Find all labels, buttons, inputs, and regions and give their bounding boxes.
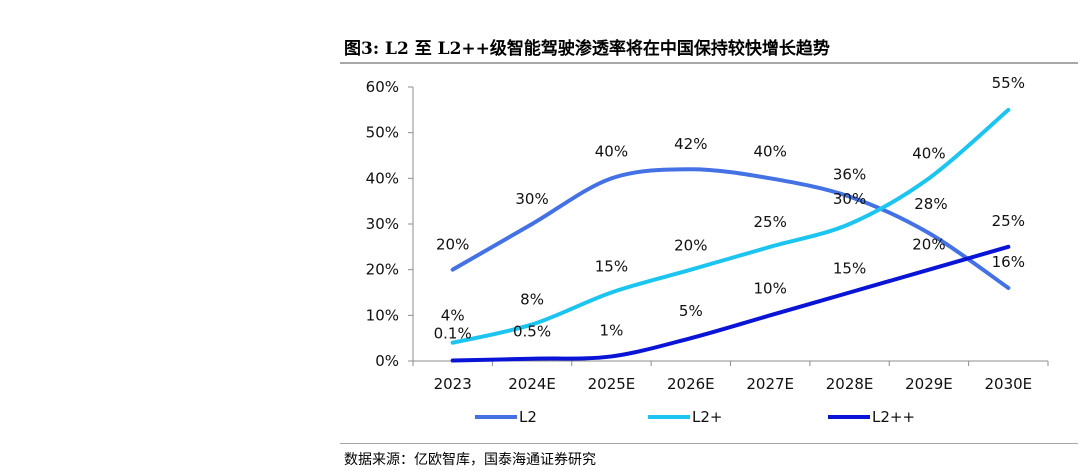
data-label-l2: 42% [674,135,707,153]
x-tick-label: 2028E [826,375,874,393]
y-tick-label: 20% [366,261,399,279]
y-tick-label: 40% [366,169,399,187]
data-label-l2: 40% [754,142,787,160]
data-label-l2: 28% [914,195,947,213]
data-label-l2-plus-plus: 0.5% [513,323,551,341]
chart-axes [412,87,1048,362]
data-label-l2-plus: 55% [992,74,1025,92]
data-label-l2: 40% [595,142,628,160]
y-tick-label: 30% [366,215,399,233]
data-label-l2-plus: 25% [754,213,787,231]
x-tick-label: 2024E [508,375,556,393]
data-label-l2: 16% [992,253,1025,271]
data-label-l2-plus-plus: 0.1% [434,325,472,343]
x-tick-label: 2029E [905,375,953,393]
y-tick-label: 0% [375,352,399,370]
data-label-l2: 36% [833,166,866,184]
x-tick-label: 2026E [667,375,715,393]
x-tick-label: 2027E [746,375,794,393]
legend-label-l2: L2 [519,408,537,426]
data-label-l2-plus-plus: 5% [679,302,703,320]
data-label-l2-plus-plus: 25% [992,212,1025,230]
source-note: 数据来源：亿欧智库，国泰海通证券研究 [344,452,596,468]
title-rule [340,62,1078,64]
data-label-l2-plus-plus: 15% [833,260,866,278]
figure-title: 图3: L2 至 L2++级智能驾驶渗透率将在中国保持较快增长趋势 [344,39,830,59]
data-label-l2-plus: 8% [520,290,544,308]
data-label-l2: 30% [515,190,548,208]
y-tick-label: 60% [366,78,399,96]
chart-legend: L2 L2+ L2++ [475,408,915,426]
data-label-l2-plus: 40% [912,144,945,162]
chart-data-labels: 20% 30% 40% 42% 40% 36% 28% 16% 4% 8% 15% 20% 25% 30%… [434,74,1025,343]
data-label-l2-plus-plus: 20% [912,236,945,254]
x-tick-label: 2025E [588,375,636,393]
x-tick-label: 2023 [434,375,472,393]
data-label-l2-plus: 4% [441,307,465,325]
y-tick-label: 50% [366,124,399,142]
source-rule [340,443,1078,444]
data-label-l2-plus: 15% [595,258,628,276]
series-line-l2 [450,167,1011,290]
data-label-l2-plus: 20% [674,237,707,255]
y-tick-label: 10% [366,306,399,324]
x-tick-label: 2030E [984,375,1032,393]
chart-lines [450,107,1011,363]
legend-label-l2-plus-plus: L2++ [872,408,915,426]
chart-ticks: 0% 10% 20% 30% 40% 50% 60% 2023 2024E 2025E 2026E 2… [366,78,1049,393]
data-label-l2: 20% [436,236,469,254]
series-line-l2-plus-plus [450,244,1011,363]
data-label-l2-plus-plus: 10% [754,279,787,297]
legend-label-l2-plus: L2+ [692,408,722,426]
data-label-l2-plus: 30% [833,190,866,208]
data-label-l2-plus-plus: 1% [600,321,624,339]
series-line-l2-plus [450,107,1011,345]
